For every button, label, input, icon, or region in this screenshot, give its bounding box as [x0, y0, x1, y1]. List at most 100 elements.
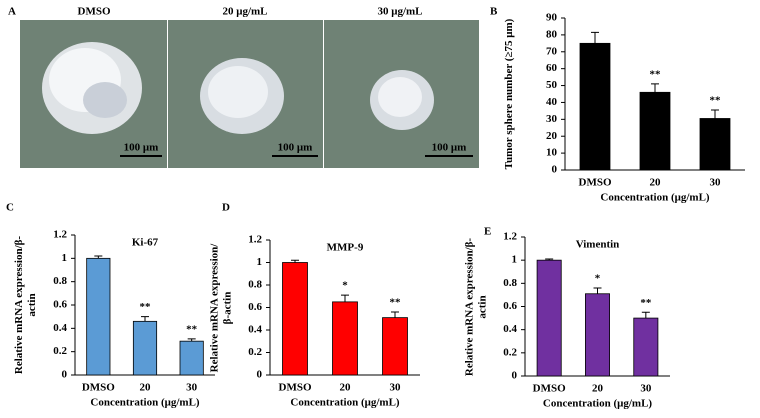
y-tick-label: 0 [257, 369, 263, 381]
bar [579, 42, 611, 171]
y-tick-label: 30 [546, 113, 558, 125]
panel-label: C [6, 202, 14, 214]
panel-label: D [222, 202, 230, 214]
panel-label: B [490, 6, 498, 18]
photo: 100 μm [168, 20, 323, 168]
y-tick-label: 20 [546, 130, 558, 142]
error-bar [94, 255, 103, 259]
y-tick-label: 60 [546, 62, 558, 74]
y-tick-label: 0.6 [53, 299, 67, 311]
y-axis-label: Tumor sphere number (≥75 μm) [503, 18, 515, 170]
panel-label: E [484, 226, 491, 238]
significance: ** [390, 297, 402, 309]
error-bar [141, 316, 149, 322]
bar [179, 340, 204, 376]
bar [633, 317, 659, 377]
x-axis-label: Concentration (μg/mL) [90, 397, 200, 409]
photo: 100 μm [20, 20, 167, 168]
error-bar [641, 311, 650, 319]
x-tick-label: 30 [186, 382, 198, 394]
error-bar [591, 31, 599, 44]
x-tick-label: 30 [710, 177, 722, 189]
error-bar [391, 311, 399, 318]
x-tick-label: 20 [650, 177, 662, 189]
y-tick-label: 0 [512, 370, 518, 382]
error-bar [291, 259, 299, 263]
y-tick-label: 0.4 [503, 323, 517, 335]
y-tick-label: 0 [62, 369, 68, 381]
bar [332, 301, 358, 376]
y-tick-label: 50 [546, 79, 558, 91]
error-bar [711, 109, 719, 119]
x-tick-label: 20 [592, 383, 604, 395]
significance: ** [650, 68, 662, 80]
bar [86, 257, 111, 376]
x-tick-label: 30 [390, 382, 402, 394]
chart-title: Ki-67 [132, 237, 159, 249]
x-tick-label: 30 [640, 383, 652, 395]
x-tick-label: DMSO [579, 177, 612, 189]
significance: ** [186, 323, 198, 335]
significance: * [595, 272, 601, 284]
y-tick-label: 0.6 [248, 301, 262, 313]
x-axis-label: Concentration (μg/mL) [290, 397, 400, 409]
y-tick-label: 80 [546, 28, 558, 40]
y-tick-label: 0.2 [503, 346, 517, 358]
y-axis-label: Relative mRNA expression/β-actin [208, 243, 233, 372]
y-tick-label: 0.8 [53, 275, 67, 287]
bar [639, 91, 671, 171]
scale-bar-label: 100 μm [432, 142, 467, 154]
significance: * [342, 280, 348, 292]
bar [699, 118, 731, 171]
bar [282, 262, 308, 376]
y-axis-label: Relative mRNA expression/β-actin [13, 235, 38, 375]
y-tick-label: 0.8 [503, 277, 517, 289]
bar [536, 259, 562, 377]
x-tick-label: DMSO [279, 382, 312, 394]
error-bar [341, 294, 349, 302]
y-tick-label: 40 [546, 96, 558, 108]
scale-bar-label: 100 μm [278, 142, 313, 154]
error-bar [651, 83, 659, 93]
x-tick-label: DMSO [82, 382, 115, 394]
x-axis-label: Concentration (μg/mL) [543, 398, 653, 410]
y-tick-label: 0.8 [248, 279, 262, 291]
y-tick-label: 0 [552, 164, 558, 176]
error-bar [187, 338, 196, 342]
significance: ** [640, 297, 652, 309]
error-bar [593, 287, 602, 294]
chart-title: MMP-9 [327, 242, 364, 254]
bar [585, 293, 610, 377]
y-tick-label: 1.2 [503, 231, 517, 243]
significance: ** [710, 95, 722, 107]
x-tick-label: 20 [340, 382, 352, 394]
bar [132, 320, 158, 376]
column-label: DMSO [78, 6, 111, 18]
y-tick-label: 90 [546, 12, 558, 24]
y-tick-label: 1.2 [248, 234, 262, 246]
panel-label: A [8, 6, 16, 18]
significance: ** [140, 301, 152, 313]
column-label: 20 μg/mL [222, 6, 267, 18]
y-tick-label: 1 [257, 256, 263, 268]
y-tick-label: 1 [62, 252, 68, 264]
y-tick-label: 1 [512, 254, 518, 266]
y-tick-label: 0.2 [248, 346, 262, 358]
column-label: 30 μg/mL [377, 6, 422, 18]
x-tick-label: DMSO [533, 383, 566, 395]
y-tick-label: 0.4 [53, 322, 67, 334]
y-axis-label: Relative mRNA expression/β-actin [463, 237, 488, 376]
y-tick-label: 0.2 [53, 345, 67, 357]
y-tick-label: 10 [546, 147, 558, 159]
y-tick-label: 70 [546, 45, 558, 57]
y-tick-label: 0.4 [248, 324, 262, 336]
x-tick-label: 20 [140, 382, 152, 394]
y-tick-label: 0.6 [503, 300, 517, 312]
x-axis-label: Concentration (μg/mL) [600, 192, 710, 204]
y-tick-label: 1.2 [53, 229, 67, 241]
photo: 100 μm [324, 20, 479, 168]
chart-title: Vimentin [576, 239, 620, 251]
scale-bar-label: 100 μm [124, 142, 159, 154]
